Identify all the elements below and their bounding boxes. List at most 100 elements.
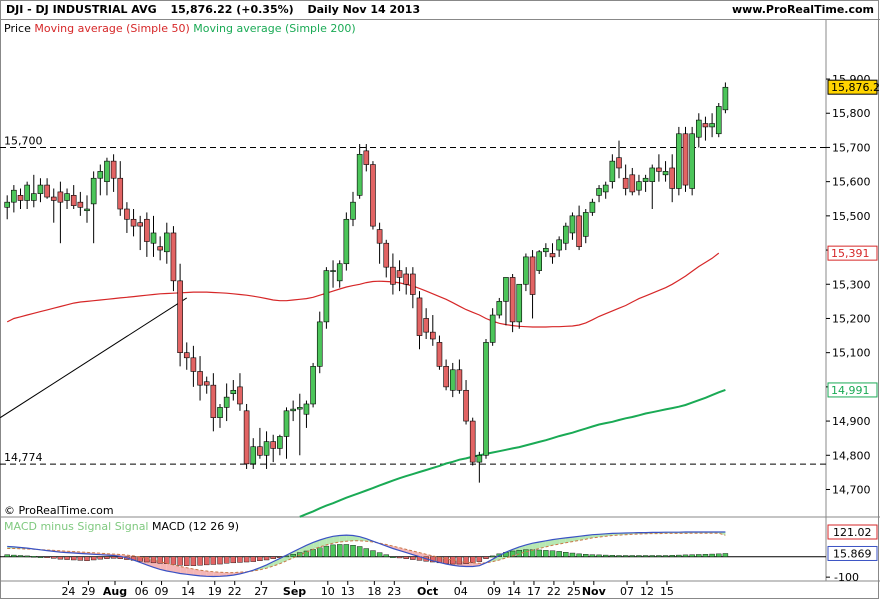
candle-body [183,352,190,359]
candle [496,297,503,319]
legend-ma50: Moving average (Simple 50) [34,22,190,35]
candle-body [17,195,24,201]
macd-hist-bar [250,556,256,562]
macd-hist-bar [24,555,30,558]
price-badge: 15,876.22 [827,79,880,95]
macd-hist-bar [31,556,37,558]
candle-body [656,167,662,172]
candle-body [336,263,343,282]
candle [11,185,17,213]
level-label: 15,700 [4,134,43,147]
x-tick-label: 17 [527,585,541,598]
candle-body [629,174,636,193]
candle [536,250,543,274]
candle-body [210,384,217,418]
y-tick-label: 15,500 [832,210,871,223]
macd-hist-label: MACD minus Signal Signal [4,520,149,533]
candle-body [263,441,270,456]
x-tick-label: 06 [135,585,149,598]
candle-body [90,177,97,205]
candle [629,167,636,196]
macd-hist-bar [290,554,296,557]
y-tick-label: 15,600 [832,176,871,189]
candle-body [197,371,203,386]
macd-hist-bar [549,550,556,557]
macd-hist-bar [44,556,50,558]
candle [124,202,130,233]
macd-hist-bar [456,556,463,565]
candle [622,164,629,196]
site-label[interactable]: www.ProRealTime.com [731,3,874,16]
macd-hist-bar [543,550,549,557]
macd-hist-bar [443,556,449,564]
macd-hist-bar [702,554,709,557]
macd-signal-fill [166,563,174,573]
macd-hist-bar [137,556,143,562]
candle [270,434,277,463]
macd-signal-fill [319,537,327,547]
candle [562,222,569,251]
candle-body [423,318,429,333]
candle [350,191,356,227]
period-label: Daily Nov 14 2013 [307,3,421,16]
macd-hist-bar [57,556,64,560]
candle-body [642,177,649,182]
candle [144,212,150,257]
candle-body [503,277,509,302]
candle-body [416,297,423,336]
candle [476,451,483,483]
candle-body [356,153,363,196]
candle-body [24,184,30,201]
candle-body [536,251,543,271]
candle [556,236,562,257]
candle [370,161,376,230]
x-tick-label: 15 [660,585,674,598]
candle-body [443,366,449,388]
candle-body [164,232,170,253]
candle-body [509,277,516,323]
candle [423,308,429,339]
candle-body [303,403,310,415]
candle [44,178,50,199]
macd-hist-bar [110,556,117,559]
candle-body [483,342,489,456]
candle-body [177,280,183,353]
candle-body [543,248,549,253]
macd-hist-bar [636,555,642,557]
candle-body [709,123,715,128]
macd-signal-fill [206,571,214,577]
x-tick-label: Oct [417,585,438,598]
macd-hist-bar [649,555,655,557]
candle [17,188,24,210]
macd-signal-fill [559,537,566,545]
candle-body [363,150,370,165]
candle [483,338,489,459]
macd-signal-fill [193,568,201,576]
macd-hist-bar [622,555,629,557]
macd-hist-bar [263,556,270,561]
macd-hist-bar [337,544,343,557]
candle [296,393,303,456]
macd-hist-bar [603,554,609,557]
x-tick-label: Aug [103,585,127,598]
macd-hist-bar [390,556,396,558]
candle-body [695,119,702,138]
macd-hist-bar [217,556,223,565]
macd-hist-bar [363,548,369,557]
x-tick-label: 07 [620,585,634,598]
x-tick-label: 19 [208,585,222,598]
candle-body [636,181,642,191]
candle [57,181,64,244]
candle [243,403,250,469]
macd-hist-bar [257,556,263,562]
candle-body [50,196,57,201]
macd-hist-bar [476,556,483,562]
macd-badge: 15.869 [827,545,878,561]
macd-hist-bar [489,555,496,558]
candle [656,154,662,182]
x-tick-label: 12 [640,585,654,598]
macd-hist-bar [709,553,715,557]
macd-signal-fill [200,570,207,577]
